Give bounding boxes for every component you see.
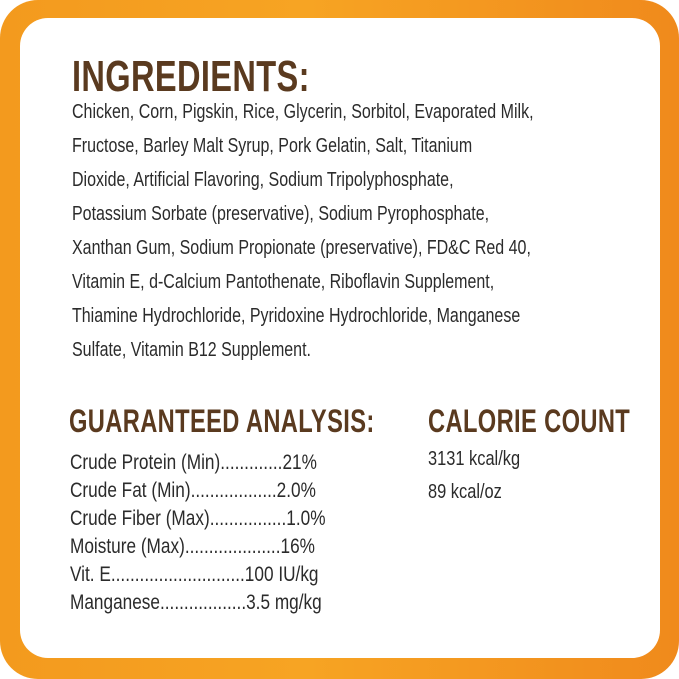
ingredients-line: Fructose, Barley Malt Syrup, Pork Gelati… (72, 135, 473, 157)
ingredients-line: Sulfate, Vitamin B12 Supplement. (72, 339, 311, 361)
analysis-row: Manganese..................3.5 mg/kg (70, 591, 322, 614)
ingredients-heading: INGREDIENTS: (72, 52, 310, 101)
ingredients-line: Chicken, Corn, Pigskin, Rice, Glycerin, … (72, 101, 534, 123)
analysis-row: Crude Fat (Min)..................2.0% (70, 479, 316, 502)
ingredients-line: Xanthan Gum, Sodium Propionate (preserva… (72, 237, 531, 259)
analysis-row: Crude Protein (Min).............21% (70, 451, 317, 474)
ingredients-line: Vitamin E, d-Calcium Pantothenate, Ribof… (72, 271, 495, 293)
calorie-value: 3131 kcal/kg (428, 448, 521, 470)
ingredients-line: Thiamine Hydrochloride, Pyridoxine Hydro… (72, 305, 521, 327)
ingredients-line: Potassium Sorbate (preservative), Sodium… (72, 203, 490, 225)
calorie-value: 89 kcal/oz (428, 481, 502, 503)
analysis-row: Moisture (Max)....................16% (70, 535, 315, 558)
guaranteed-analysis-heading: GUARANTEED ANALYSIS: (69, 403, 375, 439)
analysis-row: Vit. E............................100 IU… (70, 563, 319, 586)
label-card (20, 18, 660, 658)
analysis-row: Crude Fiber (Max)................1.0% (70, 507, 326, 530)
ingredients-line: Dioxide, Artificial Flavoring, Sodium Tr… (72, 169, 454, 191)
calorie-count-heading: CALORIE COUNT (428, 403, 631, 439)
